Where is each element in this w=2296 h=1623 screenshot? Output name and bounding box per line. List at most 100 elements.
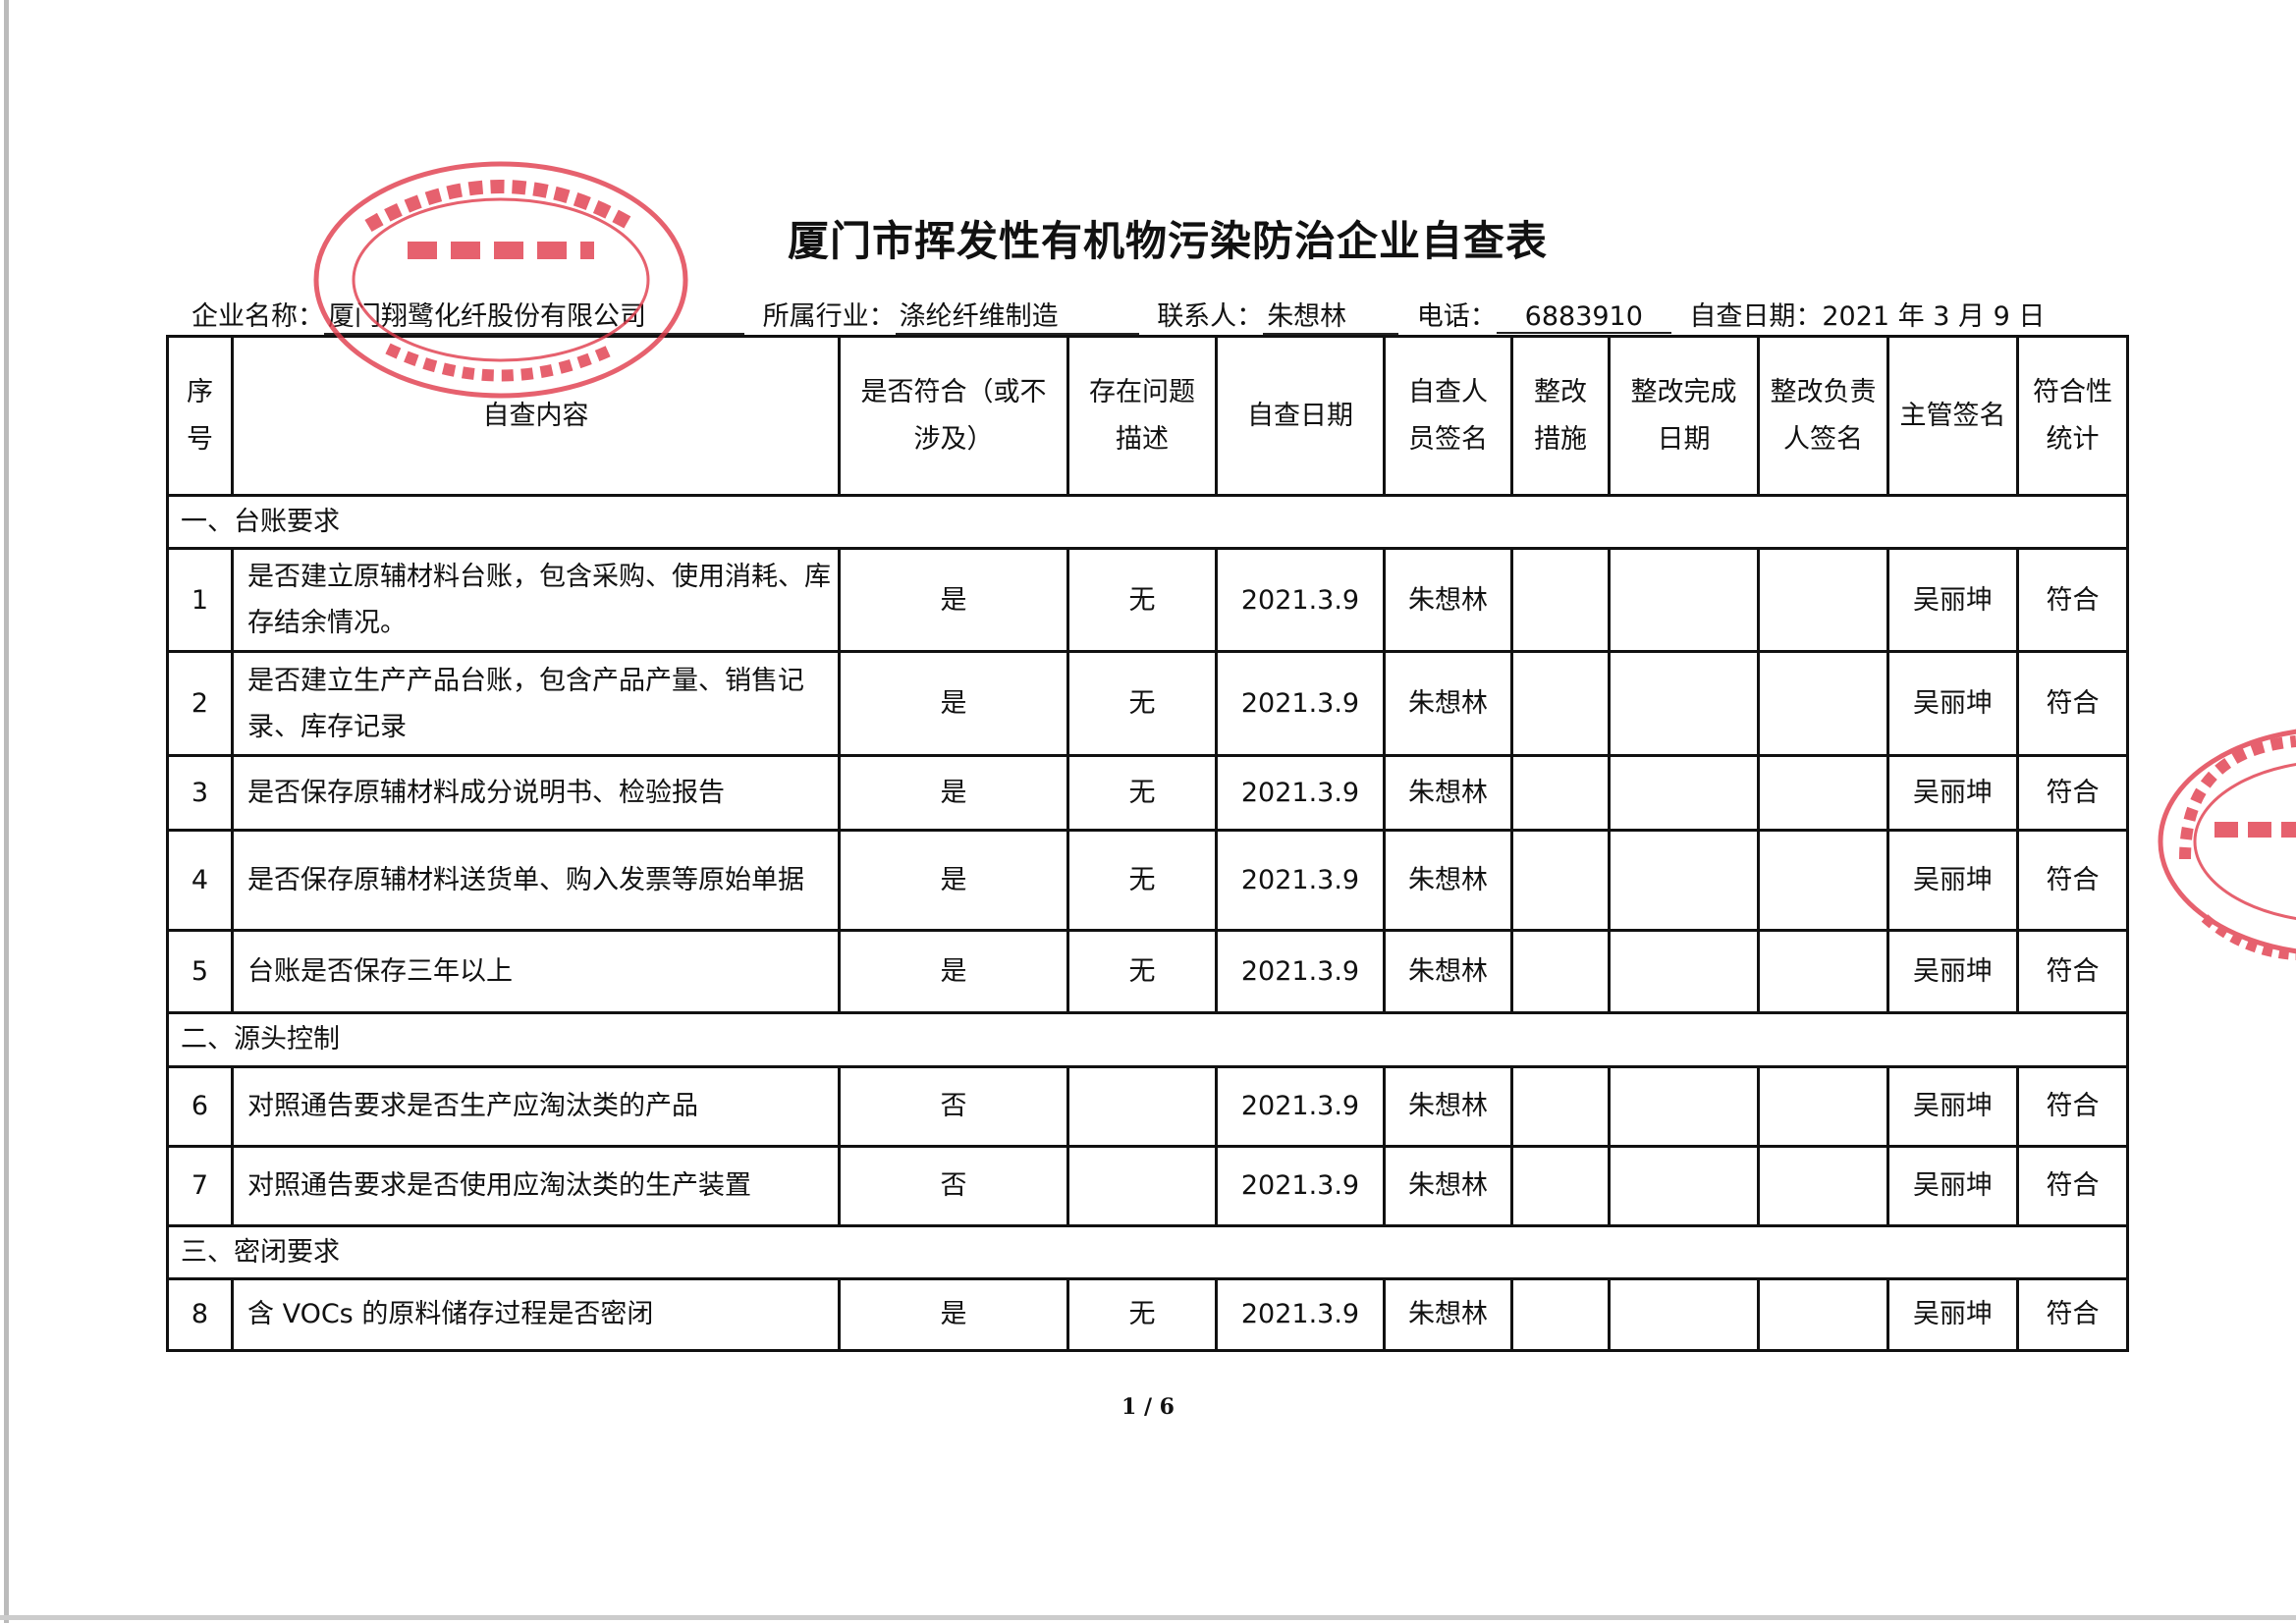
rectification-measure [1510,547,1611,654]
supervisor-signature: 吴丽坤 [1886,929,2019,1015]
section-title: 一、台账要求 [166,493,2129,551]
compliance-stat: 符合 [2016,754,2129,833]
completion-date [1608,1064,1760,1148]
completion-date [1608,650,1760,758]
compliance: 否 [838,1144,1069,1227]
self-check-table: 序号 自查内容 是否符合（或不涉及） 存在问题描述 自查日期 自查人员签名 整改措施 整改完成… [166,335,2129,1352]
compliance: 是 [838,929,1069,1015]
header-compliance: 是否符合（或不涉及） [838,335,1069,497]
check-content: 是否保存原辅材料成分说明书、检验报告 [231,754,841,833]
rectification-measure [1510,1144,1611,1227]
header-check-date: 自查日期 [1215,335,1386,497]
check-date: 2021.3.9 [1215,1144,1386,1227]
issue-description [1066,1064,1218,1148]
row-number: 3 [166,754,234,833]
issue-description [1066,1144,1218,1227]
check-date: 2021.3.9 [1215,929,1386,1015]
completion-date [1608,1276,1760,1352]
page-number: 1 / 6 [1121,1394,1175,1420]
check-content: 是否保存原辅材料送货单、购入发票等原始单据 [231,829,841,933]
table-row: 3 是否保存原辅材料成分说明书、检验报告是无 2021.3.9 朱想林 吴丽坤 符合 [166,754,2129,833]
issue-description: 无 [1066,1276,1218,1352]
check-date: 2021.3.9 [1215,547,1386,654]
header-checker-signature: 自查人员签名 [1383,335,1513,497]
rectification-measure [1510,650,1611,758]
issue-description: 无 [1066,547,1218,654]
row-number: 8 [166,1276,234,1352]
section-title: 二、源头控制 [166,1011,2129,1068]
company-seal-stamp-margin [2158,729,2296,960]
check-content: 对照通告要求是否生产应淘汰类的产品 [231,1064,841,1148]
date-value: 2021 年 3 月 9 日 [1822,301,2046,332]
industry-value: 涤纶纤维制造 [895,295,1139,335]
issue-description: 无 [1066,650,1218,758]
header-compliance-stat: 符合性统计 [2016,335,2129,497]
owner-signature [1757,754,1889,833]
compliance-stat: 符合 [2016,1276,2129,1352]
row-number: 5 [166,929,234,1015]
checker-signature: 朱想林 [1383,1064,1513,1148]
compliance: 是 [838,829,1069,933]
header-row-number: 序号 [166,335,234,497]
section-title: 三、密闭要求 [166,1223,2129,1280]
completion-date [1608,1144,1760,1227]
checker-signature: 朱想林 [1383,547,1513,654]
owner-signature [1757,829,1889,933]
header-check-content: 自查内容 [231,335,841,497]
row-number: 6 [166,1064,234,1148]
completion-date [1608,829,1760,933]
supervisor-signature: 吴丽坤 [1886,829,2019,933]
supervisor-signature: 吴丽坤 [1886,547,2019,654]
row-number: 1 [166,547,234,654]
date-label: 自查日期： [1689,301,1823,332]
header-completion-date: 整改完成日期 [1608,335,1760,497]
checker-signature: 朱想林 [1383,829,1513,933]
check-date: 2021.3.9 [1215,650,1386,758]
completion-date [1608,547,1760,654]
supervisor-signature: 吴丽坤 [1886,1276,2019,1352]
page-title: 厦门市挥发性有机物污染防治企业自查表 [787,217,1548,265]
table-row: 6 对照通告要求是否生产应淘汰类的产品否 2021.3.9 朱想林 吴丽坤 符合 [166,1064,2129,1148]
company-label: 企业名称： [191,301,324,332]
rectification-measure [1510,1276,1611,1352]
row-number: 7 [166,1144,234,1227]
table-row: 5 台账是否保存三年以上是无 2021.3.9 朱想林 吴丽坤 符合 [166,929,2129,1015]
owner-signature [1757,929,1889,1015]
table-header-row: 序号 自查内容 是否符合（或不涉及） 存在问题描述 自查日期 自查人员签名 整改措施 整改完成… [166,335,2129,497]
phone-label: 电话： [1416,301,1497,332]
header-owner-signature: 整改负责人签名 [1757,335,1889,497]
issue-description: 无 [1066,929,1218,1015]
check-date: 2021.3.9 [1215,1276,1386,1352]
industry-label: 所属行业： [762,301,896,332]
owner-signature [1757,547,1889,654]
compliance: 是 [838,547,1069,654]
scan-edge-bottom [0,1615,2296,1620]
contact-label: 联系人： [1157,301,1264,332]
compliance: 是 [838,1276,1069,1352]
compliance: 是 [838,650,1069,758]
compliance-stat: 符合 [2016,929,2129,1015]
compliance-stat: 符合 [2016,547,2129,654]
check-content: 是否建立原辅材料台账，包含采购、使用消耗、库存结余情况。 [231,547,841,654]
table-row: 7 对照通告要求是否使用应淘汰类的生产装置否 2021.3.9 朱想林 吴丽坤 符合 [166,1144,2129,1227]
header-issue-description: 存在问题描述 [1066,335,1218,497]
compliance: 否 [838,1064,1069,1148]
phone-value: 6883910 [1496,301,1671,334]
company-info-line: 企业名称： 厦门翔鹭化纤股份有限公司 所属行业： 涤纶纤维制造 联系人： 朱想林 电话… [191,295,2045,335]
supervisor-signature: 吴丽坤 [1886,754,2019,833]
supervisor-signature: 吴丽坤 [1886,650,2019,758]
checker-signature: 朱想林 [1383,1276,1513,1352]
completion-date [1608,754,1760,833]
check-content: 对照通告要求是否使用应淘汰类的生产装置 [231,1144,841,1227]
owner-signature [1757,650,1889,758]
table-row: 1 是否建立原辅材料台账，包含采购、使用消耗、库存结余情况。是无 2021.3.9 朱… [166,547,2129,654]
table-row: 2 是否建立生产产品台账，包含产品产量、销售记录、库存记录是无 2021.3.9 朱想… [166,650,2129,758]
supervisor-signature: 吴丽坤 [1886,1064,2019,1148]
check-date: 2021.3.9 [1215,754,1386,833]
compliance-stat: 符合 [2016,650,2129,758]
owner-signature [1757,1144,1889,1227]
row-number: 2 [166,650,234,758]
compliance-stat: 符合 [2016,1064,2129,1148]
check-date: 2021.3.9 [1215,1064,1386,1148]
